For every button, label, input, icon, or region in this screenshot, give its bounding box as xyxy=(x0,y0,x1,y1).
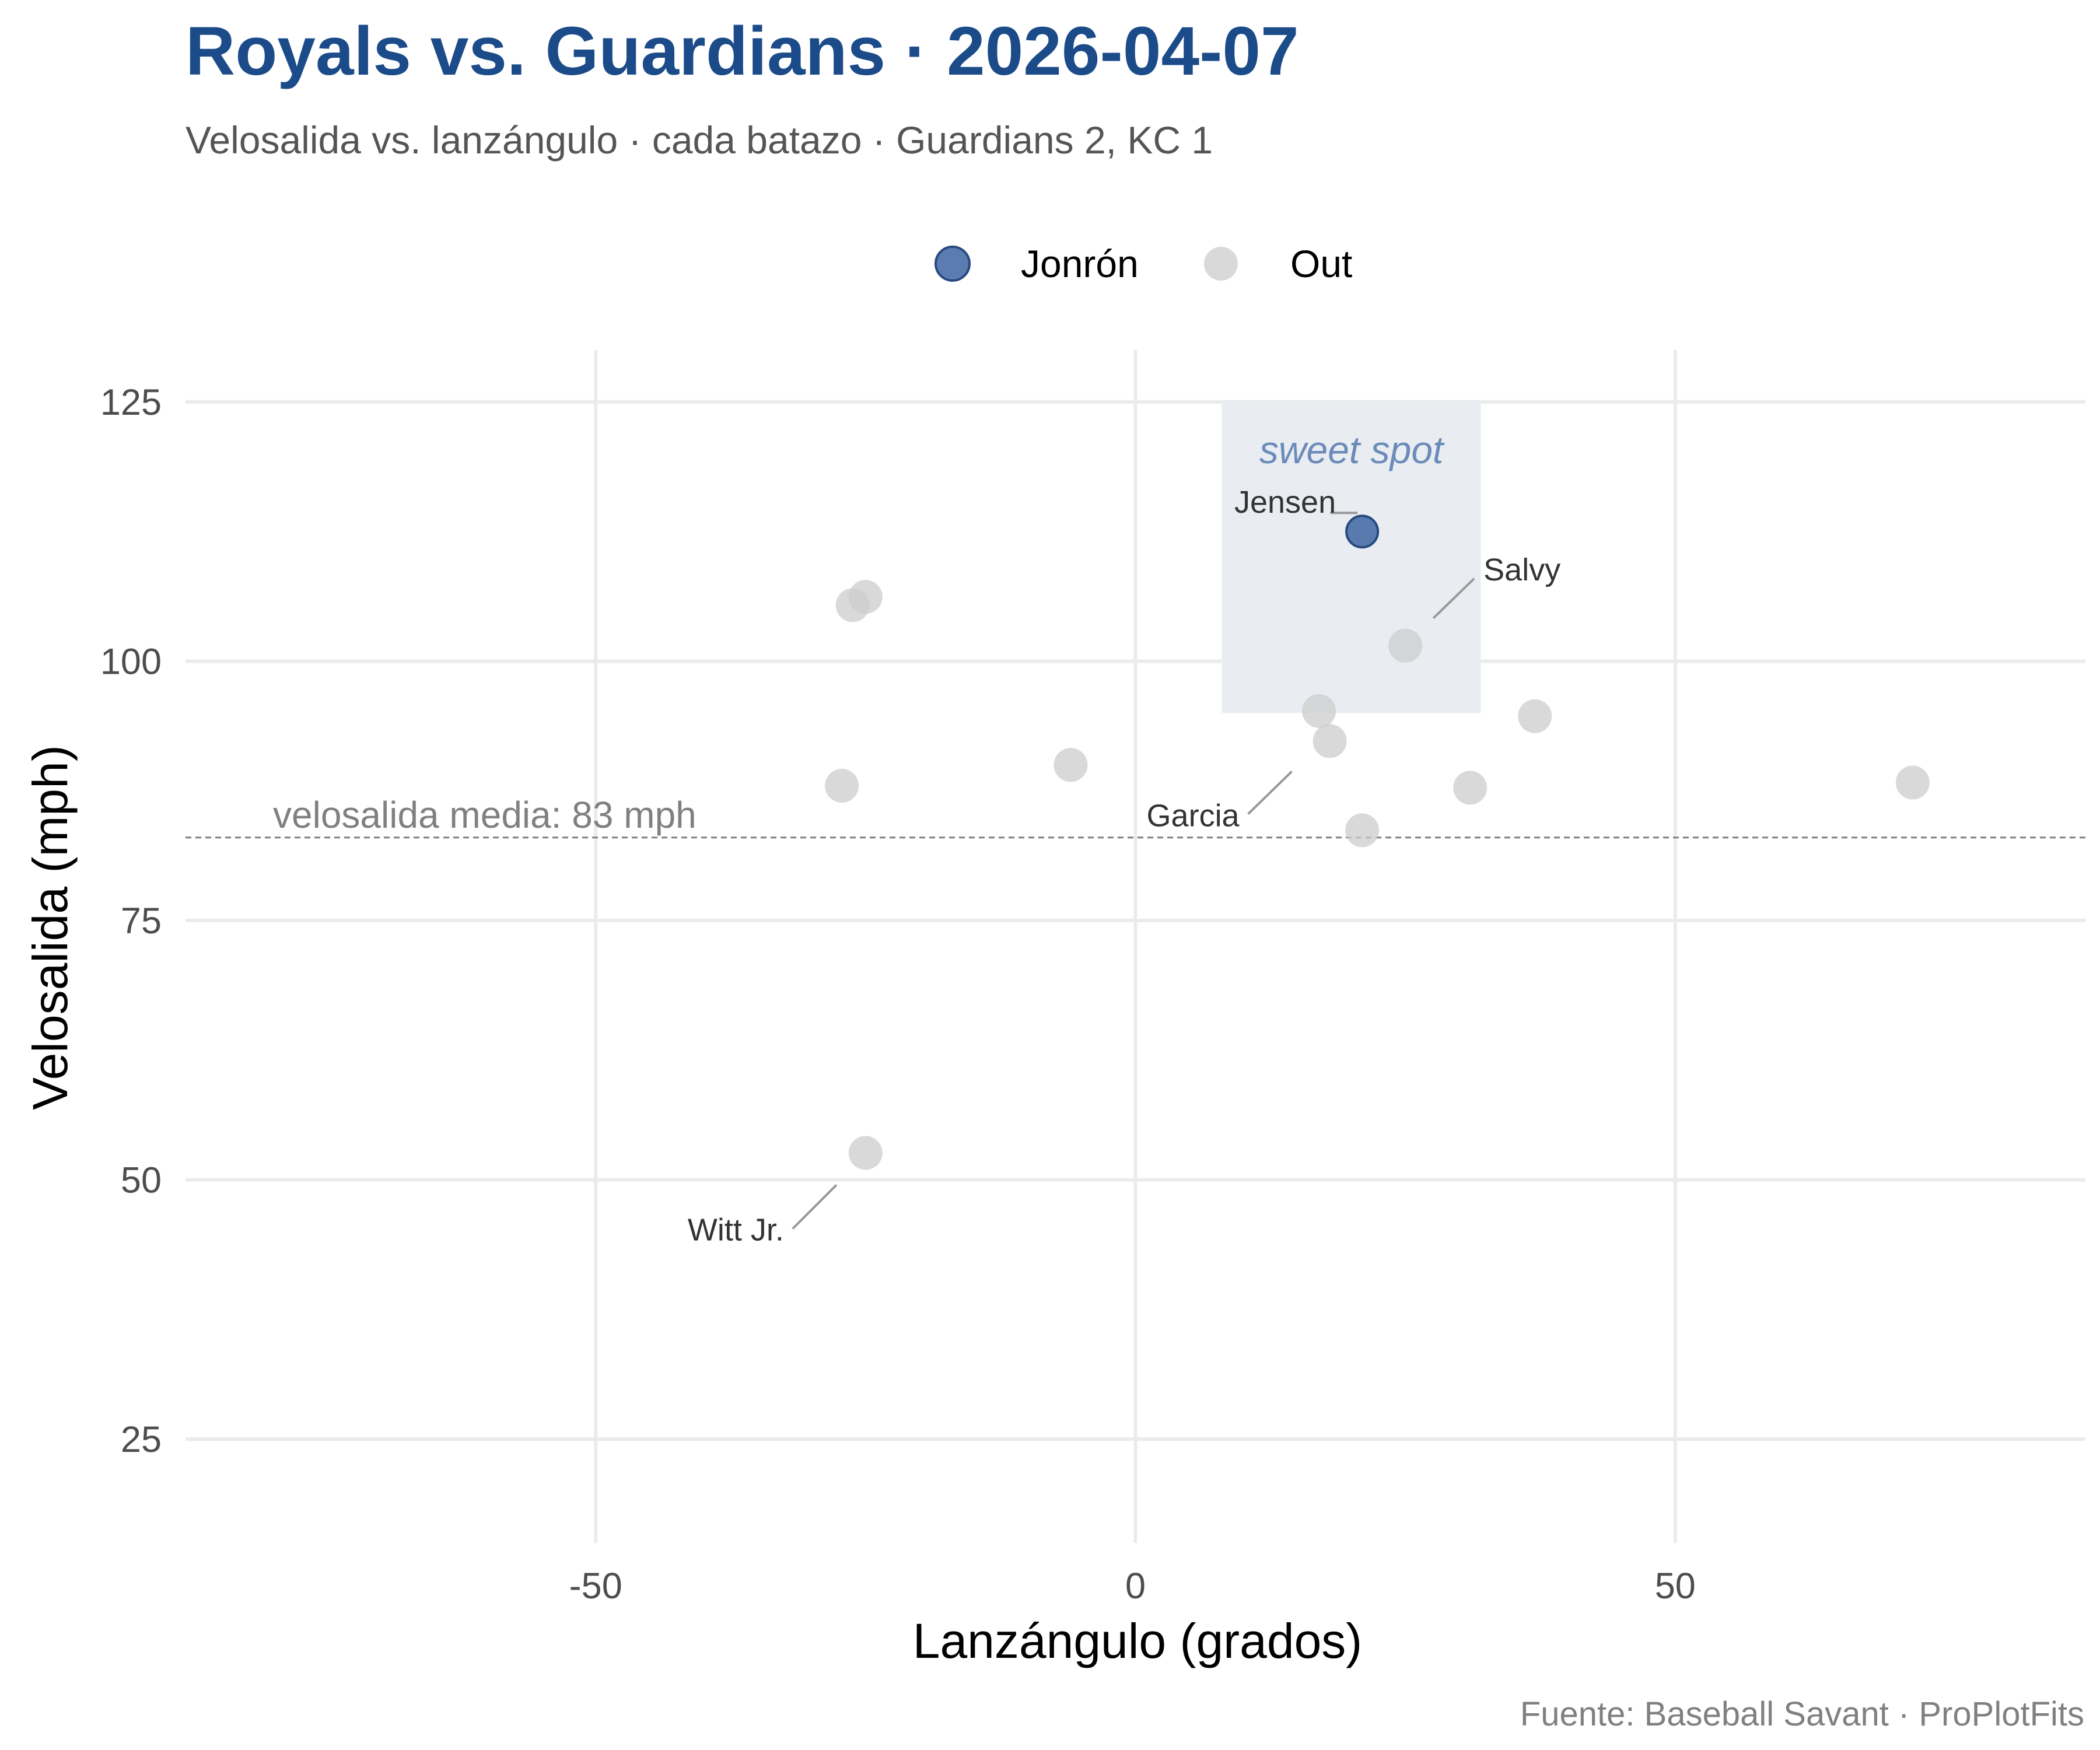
point-out xyxy=(1312,724,1347,758)
chart-title: Royals vs. Guardians · 2026-04-07 xyxy=(186,13,1299,90)
legend-key-marker xyxy=(935,246,971,282)
point-out xyxy=(835,588,870,622)
sweet-spot-region xyxy=(1222,401,1481,713)
legend: Jonrón Out xyxy=(935,242,1352,285)
point-out xyxy=(1518,699,1552,733)
plot-area: -50 0 50 25 50 75 100 125 sweet spot velosalida m… xyxy=(100,350,2085,1606)
legend-key-marker xyxy=(1204,247,1238,281)
x-tick-label: 50 xyxy=(1655,1566,1696,1606)
point-out xyxy=(1388,628,1423,663)
y-axis-title: Velosalida (mph) xyxy=(23,745,78,1110)
point-out xyxy=(1453,771,1488,805)
point-label-leader xyxy=(1247,770,1293,815)
point-out xyxy=(1895,765,1930,800)
x-tick-label: -50 xyxy=(569,1566,622,1606)
x-axis-title: Lanzángulo (grados) xyxy=(913,1614,1363,1668)
mean-velocity-label: velosalida media: 83 mph xyxy=(273,794,696,836)
y-tick-label: 50 xyxy=(121,1160,162,1201)
chart-subtitle: Velosalida vs. lanzángulo · cada batazo … xyxy=(186,118,1213,162)
y-tick-label: 125 xyxy=(100,382,162,423)
point-out xyxy=(848,1136,883,1170)
point-label: Witt Jr. xyxy=(688,1212,784,1247)
point-label-leader xyxy=(792,1184,838,1230)
point-out xyxy=(1345,813,1380,848)
legend-label: Jonrón xyxy=(1021,242,1139,285)
point-out xyxy=(1054,748,1088,782)
chart-caption: Fuente: Baseball Savant · ProPlotFits xyxy=(1520,1695,2084,1733)
point-label: Salvy xyxy=(1483,552,1560,587)
point-label-leader xyxy=(1432,578,1475,620)
y-tick-label: 75 xyxy=(121,901,162,942)
legend-label: Out xyxy=(1290,242,1352,285)
y-tick-label: 25 xyxy=(121,1419,162,1460)
point-label: Jensen xyxy=(1234,485,1336,520)
x-tick-label: 0 xyxy=(1125,1566,1146,1606)
point-label: Garcia xyxy=(1147,798,1240,833)
point-out xyxy=(1302,694,1336,728)
sweet-spot-label: sweet spot xyxy=(1259,428,1445,471)
point-home-run xyxy=(1345,514,1380,549)
y-tick-label: 100 xyxy=(100,641,162,682)
point-out xyxy=(825,768,859,803)
